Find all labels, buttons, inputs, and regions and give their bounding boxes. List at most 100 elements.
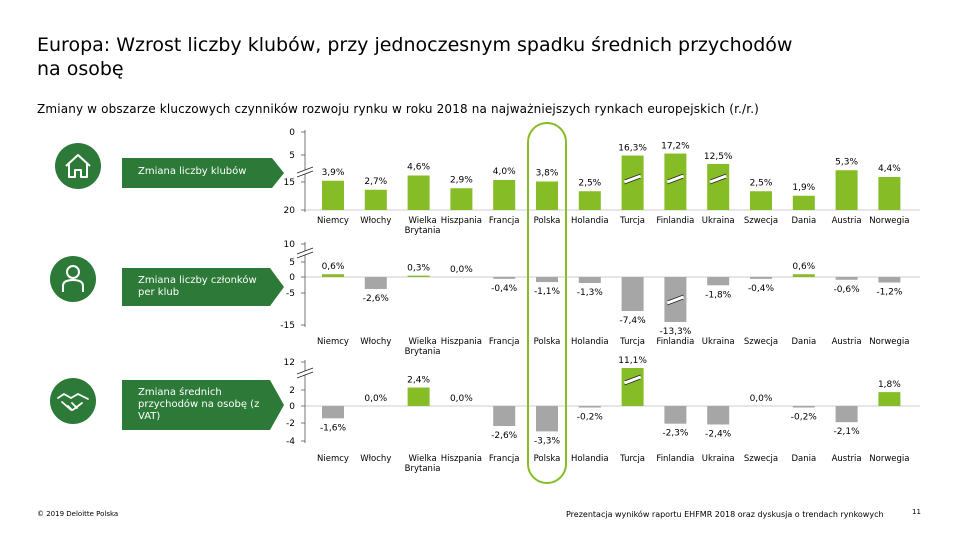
value-label: 0,0% — [450, 265, 473, 275]
section-banner-revenue — [122, 380, 284, 430]
bar-1-4 — [493, 277, 516, 279]
value-label: 4,6% — [407, 163, 430, 173]
value-label: -2,6% — [491, 431, 518, 441]
category-label: Norwegia — [869, 337, 909, 347]
value-label: 2,5% — [750, 178, 773, 188]
category-label: Francja — [489, 337, 520, 347]
y-tick-label: -15 — [280, 321, 295, 331]
category-label: Turcja — [619, 337, 645, 347]
bar-0-11 — [792, 195, 815, 210]
bar-2-5 — [536, 406, 558, 432]
y-tick-label: 2 — [289, 386, 295, 396]
value-label: 12,5% — [704, 152, 733, 162]
category-label: Holandia — [571, 337, 609, 347]
value-label: -1,2% — [876, 288, 903, 298]
bar-1-7 — [621, 277, 644, 312]
bar-2-12 — [835, 406, 858, 423]
axis-break-mark — [667, 177, 684, 185]
category-label: Finlandia — [656, 454, 694, 464]
value-label: -3,3% — [534, 436, 561, 446]
bar-2-7 — [621, 368, 644, 406]
category-label: Francja — [489, 454, 520, 464]
bar-2-13 — [878, 392, 901, 406]
category-label: Wielka Brytania — [405, 454, 441, 474]
category-label: Austria — [832, 216, 862, 226]
category-label: Austria — [832, 337, 862, 347]
value-label: 1,8% — [878, 380, 901, 390]
bar-1-11 — [792, 274, 815, 277]
copyright: © 2019 Deloitte Polska — [37, 510, 119, 518]
axis-break-mark — [296, 170, 314, 178]
presentation-caption: Prezentacja wyników raportu EHFMR 2018 o… — [566, 510, 884, 519]
y-tick-label: -2 — [286, 419, 295, 429]
axis-break-gap — [296, 248, 314, 258]
axis-break-gap — [296, 167, 314, 177]
axis-break-mark — [624, 177, 641, 185]
bar-0-6 — [578, 191, 601, 210]
bar-0-1 — [364, 189, 387, 210]
value-label: -1,8% — [705, 290, 732, 300]
bar-0-2 — [407, 175, 430, 210]
category-label: Hiszpania — [441, 454, 482, 464]
axis-break-mark — [624, 173, 641, 181]
value-label: -2,6% — [363, 294, 390, 304]
person-icon — [50, 256, 96, 302]
value-label: 17,2% — [661, 142, 690, 152]
value-label: -0,6% — [834, 285, 861, 295]
bar-2-9 — [707, 406, 730, 425]
bar-0-3 — [450, 188, 473, 210]
axis-break-gap — [709, 174, 727, 184]
value-label: -7,4% — [620, 316, 647, 326]
category-label: Hiszpania — [441, 337, 482, 347]
category-label: Dania — [791, 216, 816, 226]
value-label: 2,9% — [450, 175, 473, 185]
y-tick-label: 0 — [289, 273, 295, 283]
value-label: -1,3% — [577, 288, 604, 298]
bar-0-13 — [878, 177, 901, 210]
section-banner-members — [122, 268, 284, 306]
value-label: -13,3% — [659, 327, 691, 337]
y-tick-label: -5 — [286, 289, 295, 299]
value-label: -0,4% — [491, 284, 518, 294]
y-tick-label: 0 — [289, 402, 295, 412]
y-tick-label: 20 — [284, 206, 296, 216]
bar-1-10 — [750, 277, 772, 279]
y-tick-label: 12 — [284, 358, 295, 368]
category-label: Wielka Brytania — [405, 337, 441, 357]
bar-0-10 — [750, 191, 772, 210]
value-label: 1,9% — [792, 183, 815, 193]
category-label: Dania — [791, 337, 816, 347]
category-label: Szwecja — [744, 216, 778, 226]
value-label: -0,4% — [748, 284, 775, 294]
axis-break-mark — [667, 294, 684, 302]
value-label: -1,6% — [320, 423, 347, 433]
axis-break-gap — [296, 368, 314, 378]
axis-break-mark — [296, 247, 314, 255]
axis-break-mark — [710, 173, 727, 181]
category-label: Wielka Brytania — [405, 216, 441, 236]
axis-break-mark — [667, 298, 684, 306]
category-label: Norwegia — [869, 216, 909, 226]
y-tick-label: 5 — [289, 258, 295, 268]
bar-2-0 — [322, 406, 344, 419]
value-label: 0,6% — [322, 262, 345, 272]
category-label: Szwecja — [744, 337, 778, 347]
value-label: -0,2% — [791, 413, 818, 423]
y-tick-label: 15 — [284, 178, 295, 188]
axis-break-gap — [666, 174, 685, 184]
category-label: Norwegia — [869, 454, 909, 464]
value-label: 2,4% — [407, 376, 430, 386]
value-label: 11,1% — [618, 356, 647, 366]
axis-break-mark — [624, 378, 641, 386]
value-label: -2,3% — [662, 429, 689, 439]
category-label: Ukraina — [702, 216, 735, 226]
bar-0-7 — [621, 155, 644, 210]
house-icon — [55, 143, 101, 189]
value-label: 4,4% — [878, 164, 901, 174]
category-label: Turcja — [619, 454, 645, 464]
section-label-members: Zmiana liczby członków per klub — [138, 275, 257, 298]
value-label: 3,9% — [322, 168, 345, 178]
value-label: -2,4% — [705, 429, 732, 439]
page-subtitle: Zmiany w obszarze kluczowych czynników r… — [37, 102, 759, 116]
